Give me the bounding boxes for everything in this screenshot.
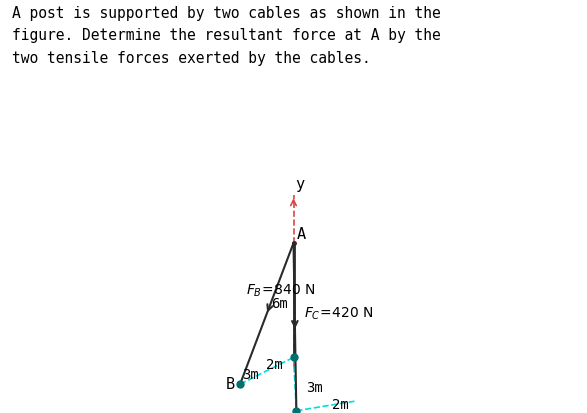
Text: A: A xyxy=(297,227,306,242)
Text: 2m: 2m xyxy=(332,398,348,412)
Text: 2m: 2m xyxy=(266,358,283,372)
Text: 6m: 6m xyxy=(271,297,288,311)
Text: 3m: 3m xyxy=(306,381,323,395)
Text: 3m: 3m xyxy=(242,368,259,382)
Text: $F_B\!=\!840\ \mathrm{N}$: $F_B\!=\!840\ \mathrm{N}$ xyxy=(246,282,315,299)
Text: B: B xyxy=(225,377,234,392)
Text: A post is supported by two cables as shown in the
figure. Determine the resultan: A post is supported by two cables as sho… xyxy=(12,6,440,66)
Text: $F_C\!=\!420\ \mathrm{N}$: $F_C\!=\!420\ \mathrm{N}$ xyxy=(304,305,374,322)
Text: y: y xyxy=(295,177,305,192)
